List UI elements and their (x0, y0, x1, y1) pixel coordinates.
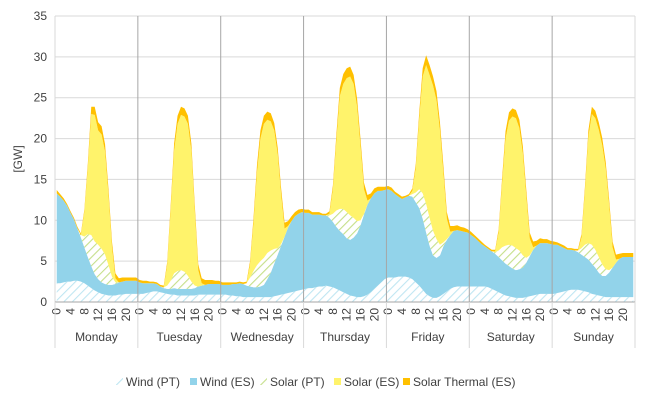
series-area-solar-thermal-es (56, 55, 634, 288)
legend-swatch (403, 378, 410, 385)
legend-item: Solar Thermal (ES) (403, 375, 515, 389)
day-label: Monday (75, 330, 118, 344)
x-tick-label: 16 (105, 308, 119, 322)
legend-label: Wind (ES) (200, 375, 255, 389)
x-tick-label: 20 (119, 308, 133, 322)
x-tick-label: 16 (602, 308, 616, 322)
x-tick-label: 16 (519, 308, 533, 322)
x-tick-label: 0 (298, 308, 312, 315)
legend-label: Solar Thermal (ES) (413, 375, 515, 389)
x-tick-label: 12 (91, 308, 105, 322)
series-area-wind-es (56, 189, 634, 298)
x-tick-label: 8 (77, 308, 91, 315)
x-tick-label: 8 (409, 308, 423, 315)
x-tick-label: 4 (146, 308, 160, 315)
day-label: Sunday (573, 330, 614, 344)
y-tick-label: 20 (34, 132, 48, 146)
x-tick-label: 0 (215, 308, 229, 315)
x-tick-label: 12 (588, 308, 602, 322)
x-tick-label: 4 (229, 308, 243, 315)
day-label: Tuesday (156, 330, 202, 344)
series-area-wind-pt (56, 276, 634, 302)
legend-item: Solar (ES) (334, 375, 399, 389)
x-tick-label: 4 (478, 308, 492, 315)
y-tick-label: 0 (40, 295, 47, 309)
x-tick-label: 4 (395, 308, 409, 315)
x-tick-label: 20 (533, 308, 547, 322)
y-tick-label: 25 (34, 91, 48, 105)
y-tick-label: 10 (34, 213, 48, 227)
x-tick-label: 8 (492, 308, 506, 315)
x-tick-label: 0 (464, 308, 478, 315)
y-axis-label: [GW] (11, 145, 25, 172)
legend-swatch (260, 378, 267, 385)
y-tick-label: 5 (40, 254, 47, 268)
legend-swatch (334, 378, 341, 385)
legend-label: Solar (PT) (270, 375, 325, 389)
x-tick-label: 0 (50, 308, 64, 315)
x-tick-label: 0 (381, 308, 395, 315)
legend-label: Solar (ES) (344, 375, 399, 389)
day-label: Friday (411, 330, 444, 344)
x-tick-label: 0 (547, 308, 561, 315)
legend: Wind (PT) Wind (ES) Solar (PT) Solar (ES) So… (116, 375, 515, 389)
x-tick-label: 20 (367, 308, 381, 322)
y-tick-label: 30 (34, 50, 48, 64)
x-tick-label: 16 (354, 308, 368, 322)
x-tick-label: 4 (312, 308, 326, 315)
x-tick-label: 0 (133, 308, 147, 315)
y-tick-label: 35 (34, 9, 48, 23)
legend-label: Wind (PT) (126, 375, 180, 389)
x-tick-label: 12 (340, 308, 354, 322)
x-tick-label: 20 (284, 308, 298, 322)
x-tick-label: 8 (243, 308, 257, 315)
legend-item: Solar (PT) (260, 375, 325, 389)
x-tick-label: 4 (561, 308, 575, 315)
x-tick-label: 8 (160, 308, 174, 315)
day-label: Saturday (487, 330, 535, 344)
legend-item: Wind (PT) (116, 375, 180, 389)
x-tick-label: 16 (271, 308, 285, 322)
y-tick-label: 15 (34, 172, 48, 186)
x-tick-label: 20 (450, 308, 464, 322)
day-label: Thursday (320, 330, 370, 344)
x-tick-label: 20 (202, 308, 216, 322)
series-areas (56, 55, 634, 302)
legend-swatch (190, 378, 197, 385)
x-tick-label: 16 (436, 308, 450, 322)
x-tick-label: 20 (616, 308, 630, 322)
legend-item: Wind (ES) (190, 375, 255, 389)
x-tick-label: 12 (174, 308, 188, 322)
x-tick-label: 8 (574, 308, 588, 315)
x-tick-label: 12 (423, 308, 437, 322)
legend-swatch (116, 378, 123, 385)
x-tick-label: 8 (326, 308, 340, 315)
x-tick-label: 16 (188, 308, 202, 322)
x-tick-label: 4 (64, 308, 78, 315)
day-label: Wednesday (231, 330, 294, 344)
x-tick-label: 12 (505, 308, 519, 322)
series-area-solar-es (56, 65, 634, 288)
x-tick-label: 12 (257, 308, 271, 322)
